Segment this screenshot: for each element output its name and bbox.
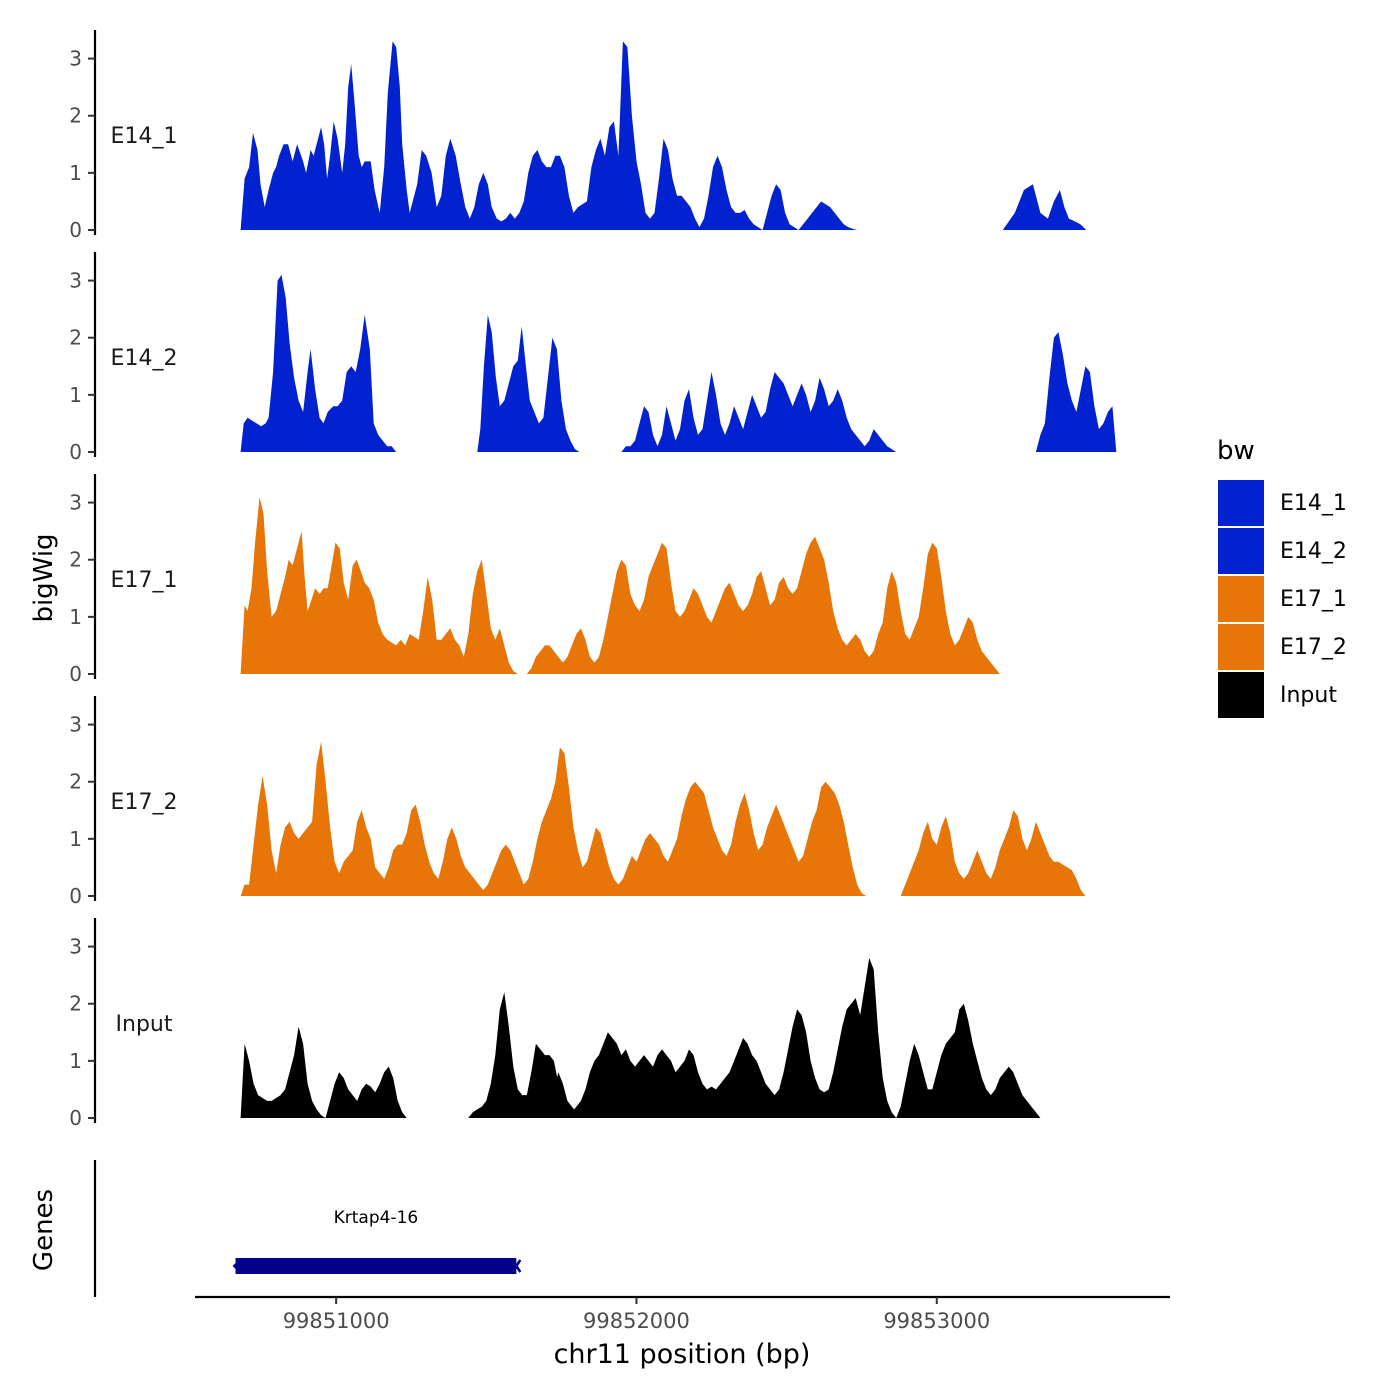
- legend-label: E14_2: [1280, 539, 1347, 564]
- track-input: 0 1 2 3 Input: [69, 918, 1117, 1130]
- track-label: Input: [116, 1012, 173, 1037]
- track-label: E14_2: [111, 346, 178, 371]
- y-tick-label: 0: [69, 662, 82, 686]
- y-tick-label: 0: [69, 884, 82, 908]
- coverage-area-Input-1: [468, 992, 1117, 1118]
- gene-body: [235, 1258, 517, 1274]
- coverage-area-E14_1-0: [240, 41, 997, 231]
- y-axis-title: bigWig: [29, 533, 59, 622]
- track-e17-1: 0 1 2 3 E17_1: [69, 474, 1104, 686]
- legend-title: bw: [1217, 436, 1255, 466]
- track-label: E14_1: [111, 124, 178, 149]
- legend: bw E14_1 E14_2 E17_1 E17_2 Input: [1217, 436, 1347, 718]
- y-tick-label: 2: [69, 770, 82, 794]
- y-tick-label: 2: [69, 992, 82, 1016]
- y-tick-label: 1: [69, 605, 82, 629]
- coverage-area-Input-0: [240, 1026, 461, 1118]
- x-tick-label: 99852000: [583, 1309, 690, 1333]
- track-e17-2: 0 1 2 3 E17_2: [69, 696, 1113, 908]
- x-tick-label: 99851000: [283, 1309, 390, 1333]
- y-tick-label: 0: [69, 1106, 82, 1130]
- y-tick-label: 0: [69, 218, 82, 242]
- x-axis: 99851000 99852000 99853000: [195, 1295, 1170, 1333]
- x-axis-title: chr11 position (bp): [554, 1339, 811, 1370]
- coverage-area-E17_2-0: [240, 741, 880, 896]
- track-panels: 0 1 2 3 E14_1 0 1 2 3 E14_2 0 1 2 3 E17_1 0 1 2 3 E17_2 0 1 2 3…: [69, 30, 1117, 1130]
- y-tick-label: 1: [69, 827, 82, 851]
- y-tick-label: 2: [69, 548, 82, 572]
- coverage-area-E14_2-0: [240, 274, 424, 452]
- gene-end-marker: [511, 1259, 522, 1273]
- gene-start-arrow: [232, 1261, 238, 1271]
- track-label: E17_2: [111, 790, 178, 815]
- y-tick-label: 3: [69, 491, 82, 515]
- legend-swatch: [1218, 528, 1264, 574]
- legend-swatch: [1218, 624, 1264, 670]
- genes-panel-title: Genes: [29, 1189, 59, 1271]
- track-label: E17_1: [111, 568, 178, 593]
- y-tick-label: 0: [69, 440, 82, 464]
- gene-label: Krtap4-16: [334, 1208, 419, 1228]
- coverage-area-E14_1-1: [1002, 184, 1087, 230]
- y-tick-label: 1: [69, 383, 82, 407]
- legend-label: E17_1: [1280, 587, 1347, 612]
- legend-label: Input: [1280, 683, 1337, 708]
- y-tick-label: 1: [69, 1049, 82, 1073]
- y-tick-label: 3: [69, 935, 82, 959]
- coverage-area-Input-2: [544, 958, 1117, 1118]
- coverage-area-E17_2-1: [900, 810, 1113, 896]
- genes-panel: Krtap4-16: [93, 1160, 522, 1297]
- x-tick-label: 99853000: [883, 1309, 990, 1333]
- legend-swatch: [1218, 672, 1264, 718]
- y-tick-label: 1: [69, 161, 82, 185]
- y-tick-label: 3: [69, 47, 82, 71]
- track-e14-2: 0 1 2 3 E14_2: [69, 252, 1117, 464]
- legend-swatch: [1218, 576, 1264, 622]
- legend-label: E14_1: [1280, 491, 1347, 516]
- coverage-area-E14_2-2: [621, 372, 991, 452]
- legend-label: E17_2: [1280, 635, 1347, 660]
- y-tick-label: 3: [69, 269, 82, 293]
- coverage-area-E17_1-0: [240, 496, 1104, 674]
- y-tick-label: 3: [69, 713, 82, 737]
- y-tick-label: 2: [69, 104, 82, 128]
- coverage-area-E14_2-1: [477, 314, 610, 452]
- track-e14-1: 0 1 2 3 E14_1: [69, 30, 1087, 242]
- y-tick-label: 2: [69, 326, 82, 350]
- legend-swatch: [1218, 480, 1264, 526]
- coverage-area-E14_2-3: [1035, 332, 1117, 452]
